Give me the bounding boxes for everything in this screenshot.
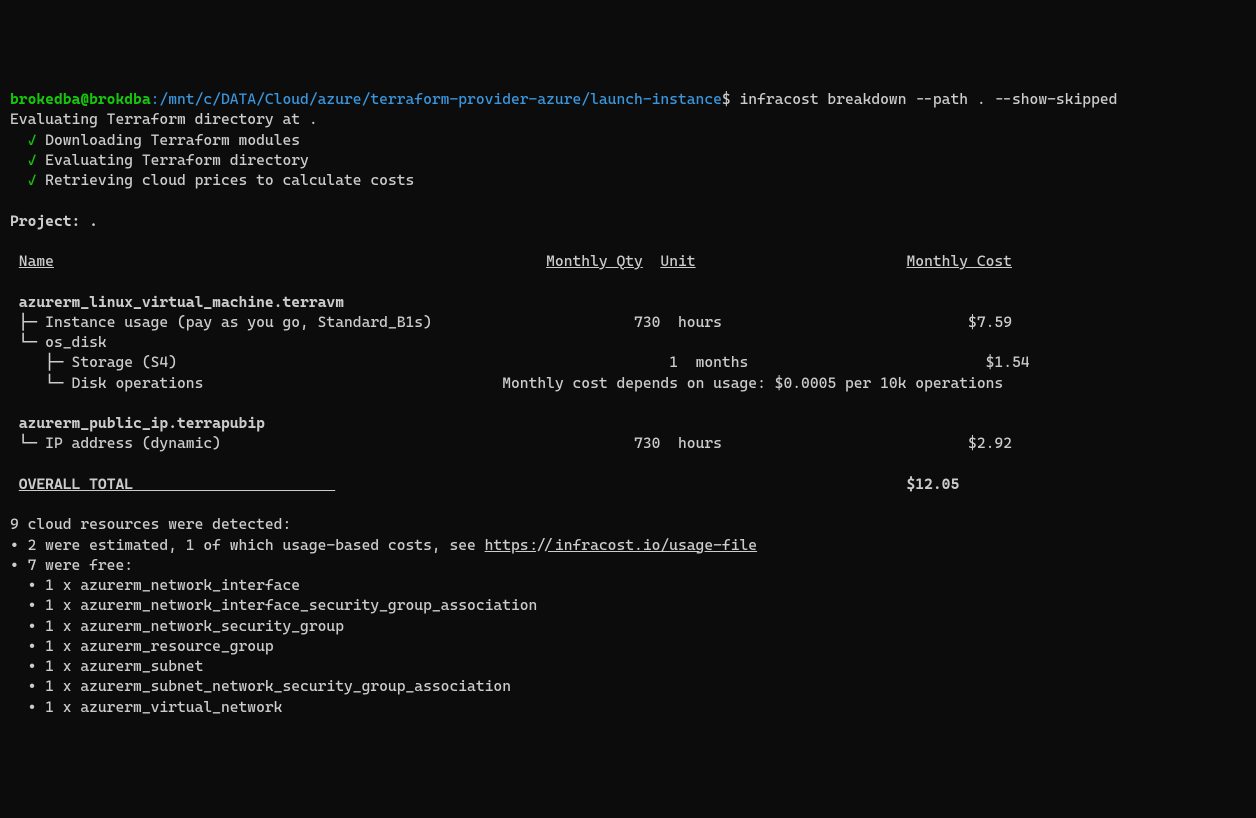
vm-diskops-label: └─ Disk operations [19,374,204,392]
check-icon: ✓ [28,171,37,189]
summary-free-header: ∙ 7 were free: [10,556,133,574]
vm-osdisk-label: └─ os_disk [19,333,107,351]
project-label: Project: . [10,212,98,230]
check-icon: ✓ [28,131,37,149]
usage-file-link[interactable]: https://infracost.io/usage-file [485,536,757,554]
header-name: Name [19,252,54,270]
overall-total-cost: $12.05 [907,475,960,493]
free-item-6: ∙ 1 x azurerm_subnet_network_security_gr… [10,677,511,695]
ip-addr-cost: $2.92 [968,434,1012,452]
check-icon: ✓ [28,151,37,169]
vm-instance-qty: 730 [634,313,660,331]
vm-instance-unit: hours [678,313,722,331]
eval-header: Evaluating Terraform directory at . [10,110,318,128]
step-evaluate: Evaluating Terraform directory [45,151,309,169]
vm-storage-label: ├─ Storage (S4) [19,353,177,371]
header-cost: Monthly Cost [907,252,1012,270]
free-item-5: ∙ 1 x azurerm_subnet [10,657,203,675]
step-retrieve: Retrieving cloud prices to calculate cos… [45,171,414,189]
prompt-path: :/mnt/c/DATA/Cloud/azure/terraform-provi… [151,90,722,108]
ip-addr-label: └─ IP address (dynamic) [19,434,221,452]
prompt-user-host: brokedba@brokdba [10,90,151,108]
vm-storage-cost: $1.54 [986,353,1030,371]
free-item-1: ∙ 1 x azurerm_network_interface [10,576,300,594]
header-qty: Monthly Qty [546,252,643,270]
free-item-2: ∙ 1 x azurerm_network_interface_security… [10,596,537,614]
free-item-3: ∙ 1 x azurerm_network_security_group [10,617,344,635]
vm-storage-qty: 1 [669,353,678,371]
prompt-symbol: $ [722,90,731,108]
command-text: infracost breakdown --path . --show-skip… [740,90,1118,108]
vm-instance-cost: $7.59 [968,313,1012,331]
resource-vm-title: azurerm_linux_virtual_machine.terravm [19,293,344,311]
summary-estimated-prefix: ∙ 2 were estimated, 1 of which usage-bas… [10,536,485,554]
vm-storage-unit: months [696,353,749,371]
vm-instance-label: ├─ Instance usage (pay as you go, Standa… [19,313,432,331]
ip-addr-qty: 730 [634,434,660,452]
free-item-7: ∙ 1 x azurerm_virtual_network [10,698,282,716]
free-item-4: ∙ 1 x azurerm_resource_group [10,637,274,655]
overall-total-label: OVERALL TOTAL [19,475,133,493]
header-unit: Unit [660,252,695,270]
summary-detected: 9 cloud resources were detected: [10,515,291,533]
ip-addr-unit: hours [678,434,722,452]
vm-diskops-note: Monthly cost depends on usage: $0.0005 p… [502,374,1003,392]
terminal-output: brokedba@brokdba:/mnt/c/DATA/Cloud/azure… [10,89,1246,717]
step-download: Downloading Terraform modules [45,131,300,149]
resource-ip-title: azurerm_public_ip.terrapubip [19,414,265,432]
